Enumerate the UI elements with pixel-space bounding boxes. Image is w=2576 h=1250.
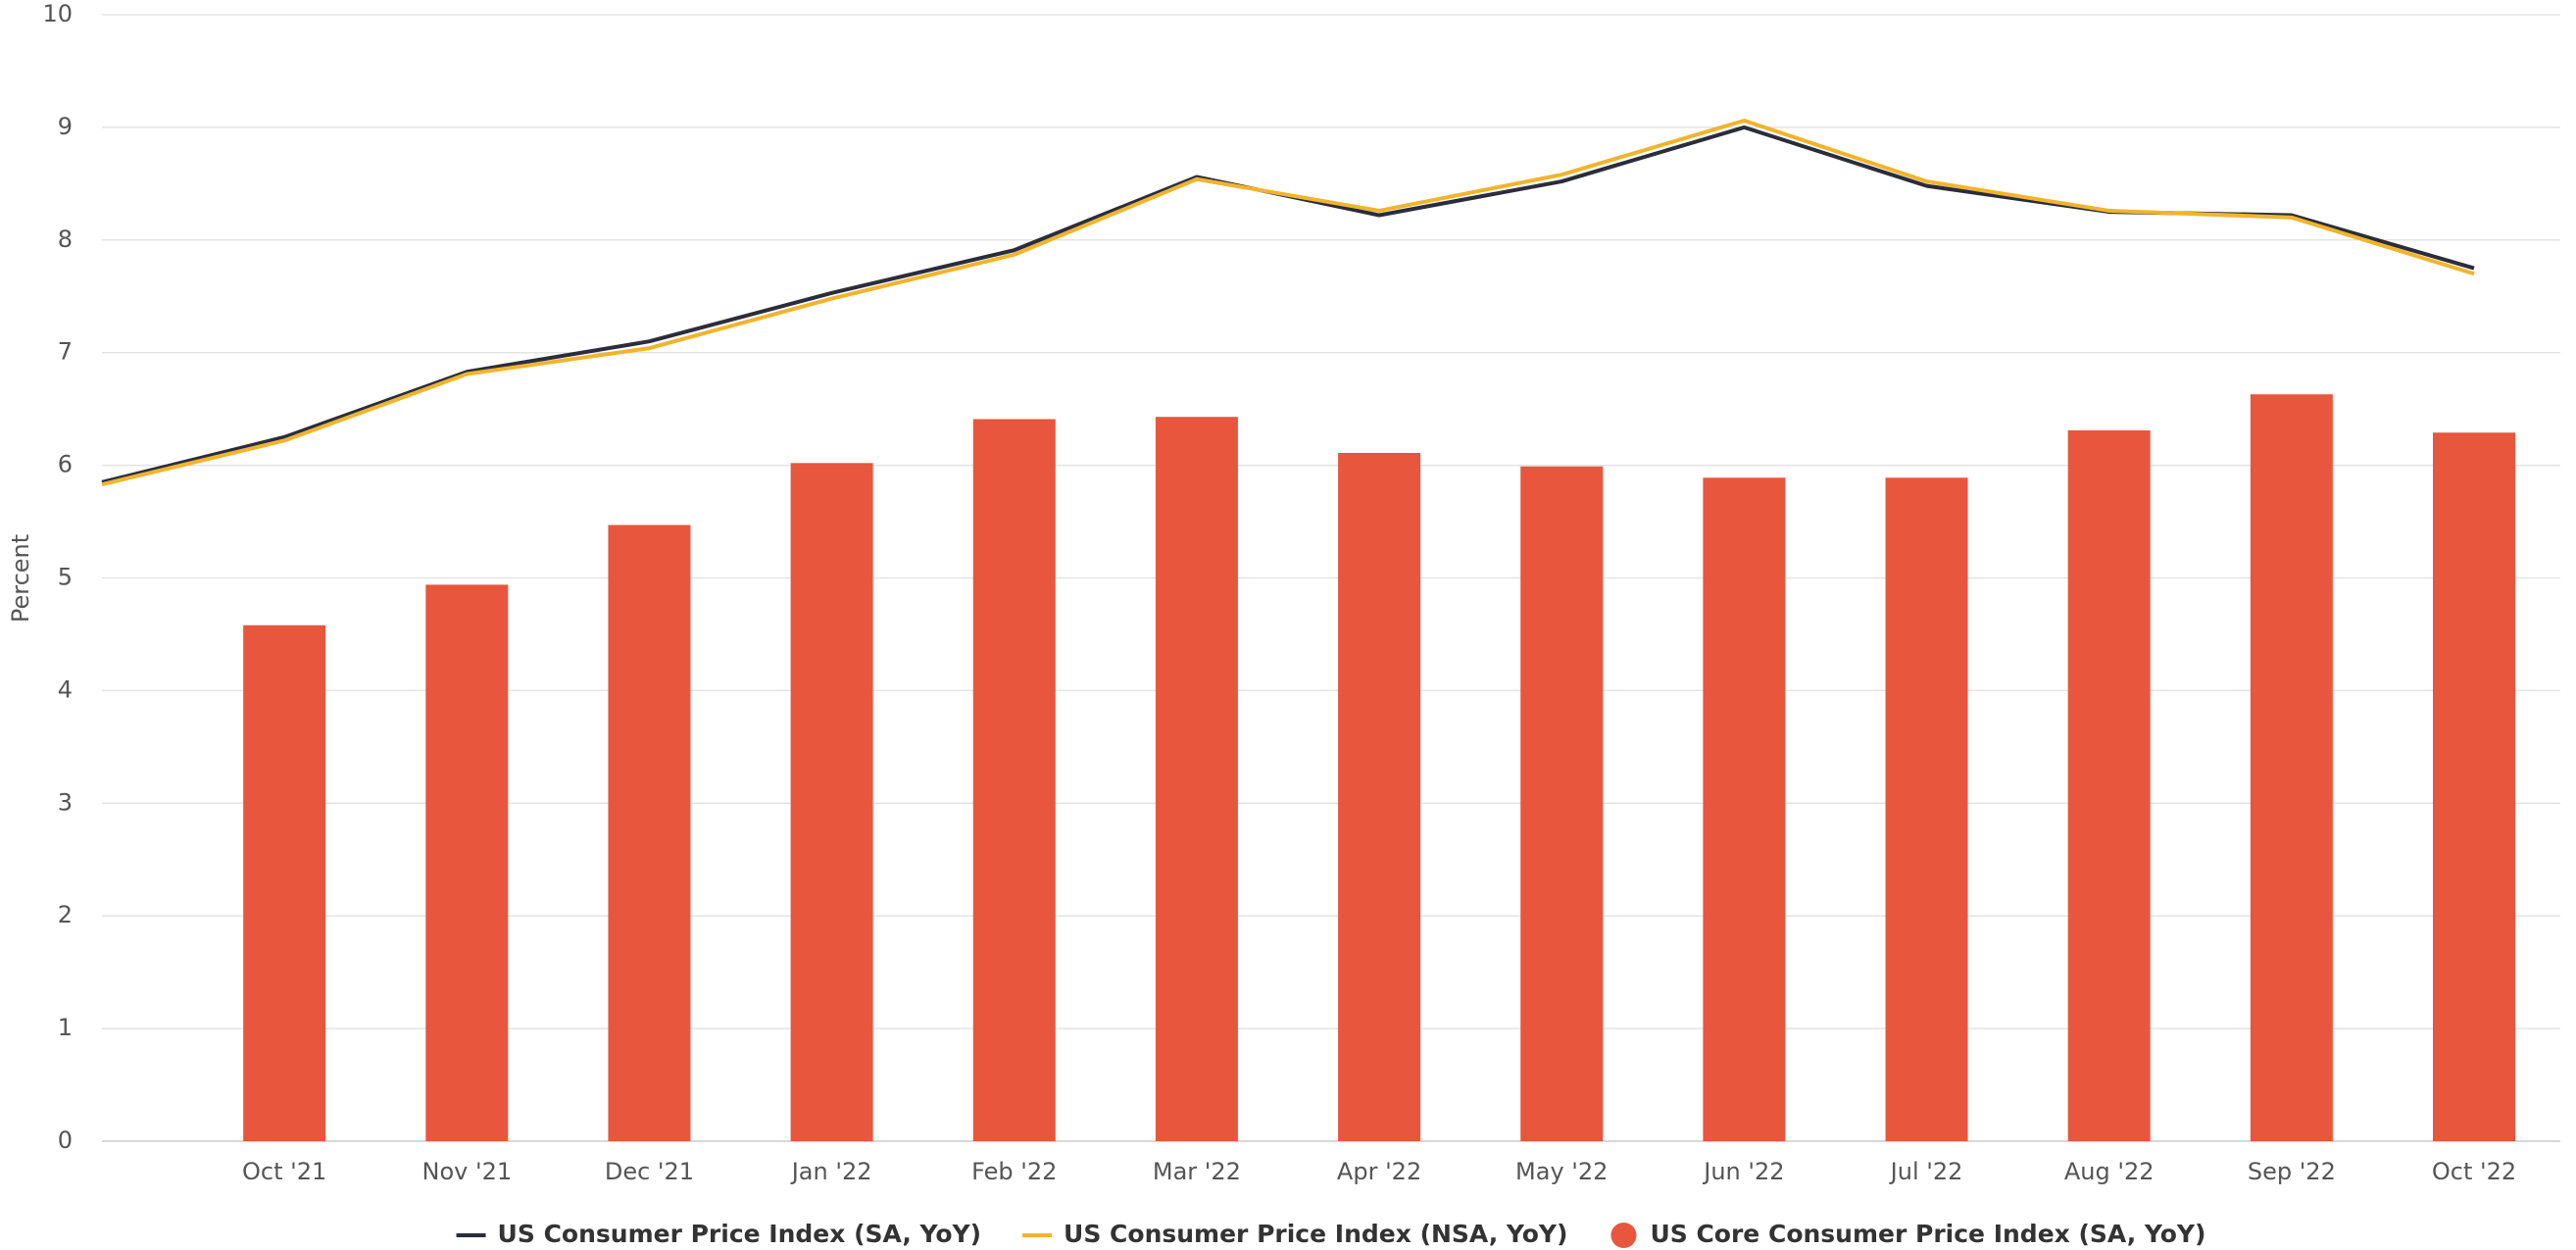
x-tick-label: Nov '21 [422,1158,513,1185]
legend: US Consumer Price Index (SA, YoY) US Cons… [456,1220,2205,1248]
legend-item: US Core Consumer Price Index (SA, YoY) [1610,1220,2205,1248]
y-tick-label: 10 [42,0,73,27]
legend-label: US Core Consumer Price Index (SA, YoY) [1650,1220,2205,1248]
x-tick-label: Oct '22 [2432,1158,2516,1185]
legend-marker [1610,1223,1637,1248]
bar [1155,417,1238,1141]
x-tick-label: Oct '21 [242,1158,326,1185]
line [101,119,2475,487]
legend-item: US Consumer Price Index (SA, YoY) [456,1220,981,1248]
x-tick-label: Jun '22 [1702,1158,1784,1185]
bar [1338,452,1421,1141]
bar [2250,394,2333,1141]
bar [1520,466,1604,1141]
bar [2067,429,2151,1142]
y-tick-label: 5 [58,564,73,591]
y-tick-label: 9 [58,113,73,140]
y-tick-label: 8 [58,225,73,253]
y-tick-label: 3 [58,788,73,816]
x-tick-label: May '22 [1515,1158,1608,1185]
legend-item: US Consumer Price Index (NSA, YoY) [1022,1220,1567,1248]
legend-label: US Consumer Price Index (NSA, YoY) [1064,1220,1567,1248]
bar [425,584,509,1141]
x-tick-label: Feb '22 [971,1158,1057,1185]
x-tick-label: Jan '22 [790,1158,872,1185]
y-tick-label: 6 [58,451,73,478]
x-tick-label: Apr '22 [1337,1158,1421,1185]
y-tick-label: 0 [58,1126,73,1154]
bar [608,525,691,1141]
bar [2433,432,2515,1141]
x-tick-label: Sep '22 [2248,1158,2336,1185]
y-tick-label: 7 [58,338,73,366]
y-tick-label: 2 [58,901,73,928]
x-tick-label: Aug '22 [2064,1158,2155,1185]
y-tick-label: 4 [58,675,73,703]
x-tick-label: Dec '21 [605,1158,694,1185]
legend-label: US Consumer Price Index (SA, YoY) [498,1220,981,1248]
bar [790,463,873,1141]
x-tick-label: Jul '22 [1889,1158,1963,1185]
y-axis-label: Percent [7,534,34,623]
bar [243,625,326,1141]
bar [1703,477,1786,1141]
line [101,125,2475,484]
bar [972,419,1056,1142]
bar [1885,477,1968,1141]
x-tick-label: Mar '22 [1153,1158,1241,1185]
y-tick-label: 1 [58,1014,73,1041]
